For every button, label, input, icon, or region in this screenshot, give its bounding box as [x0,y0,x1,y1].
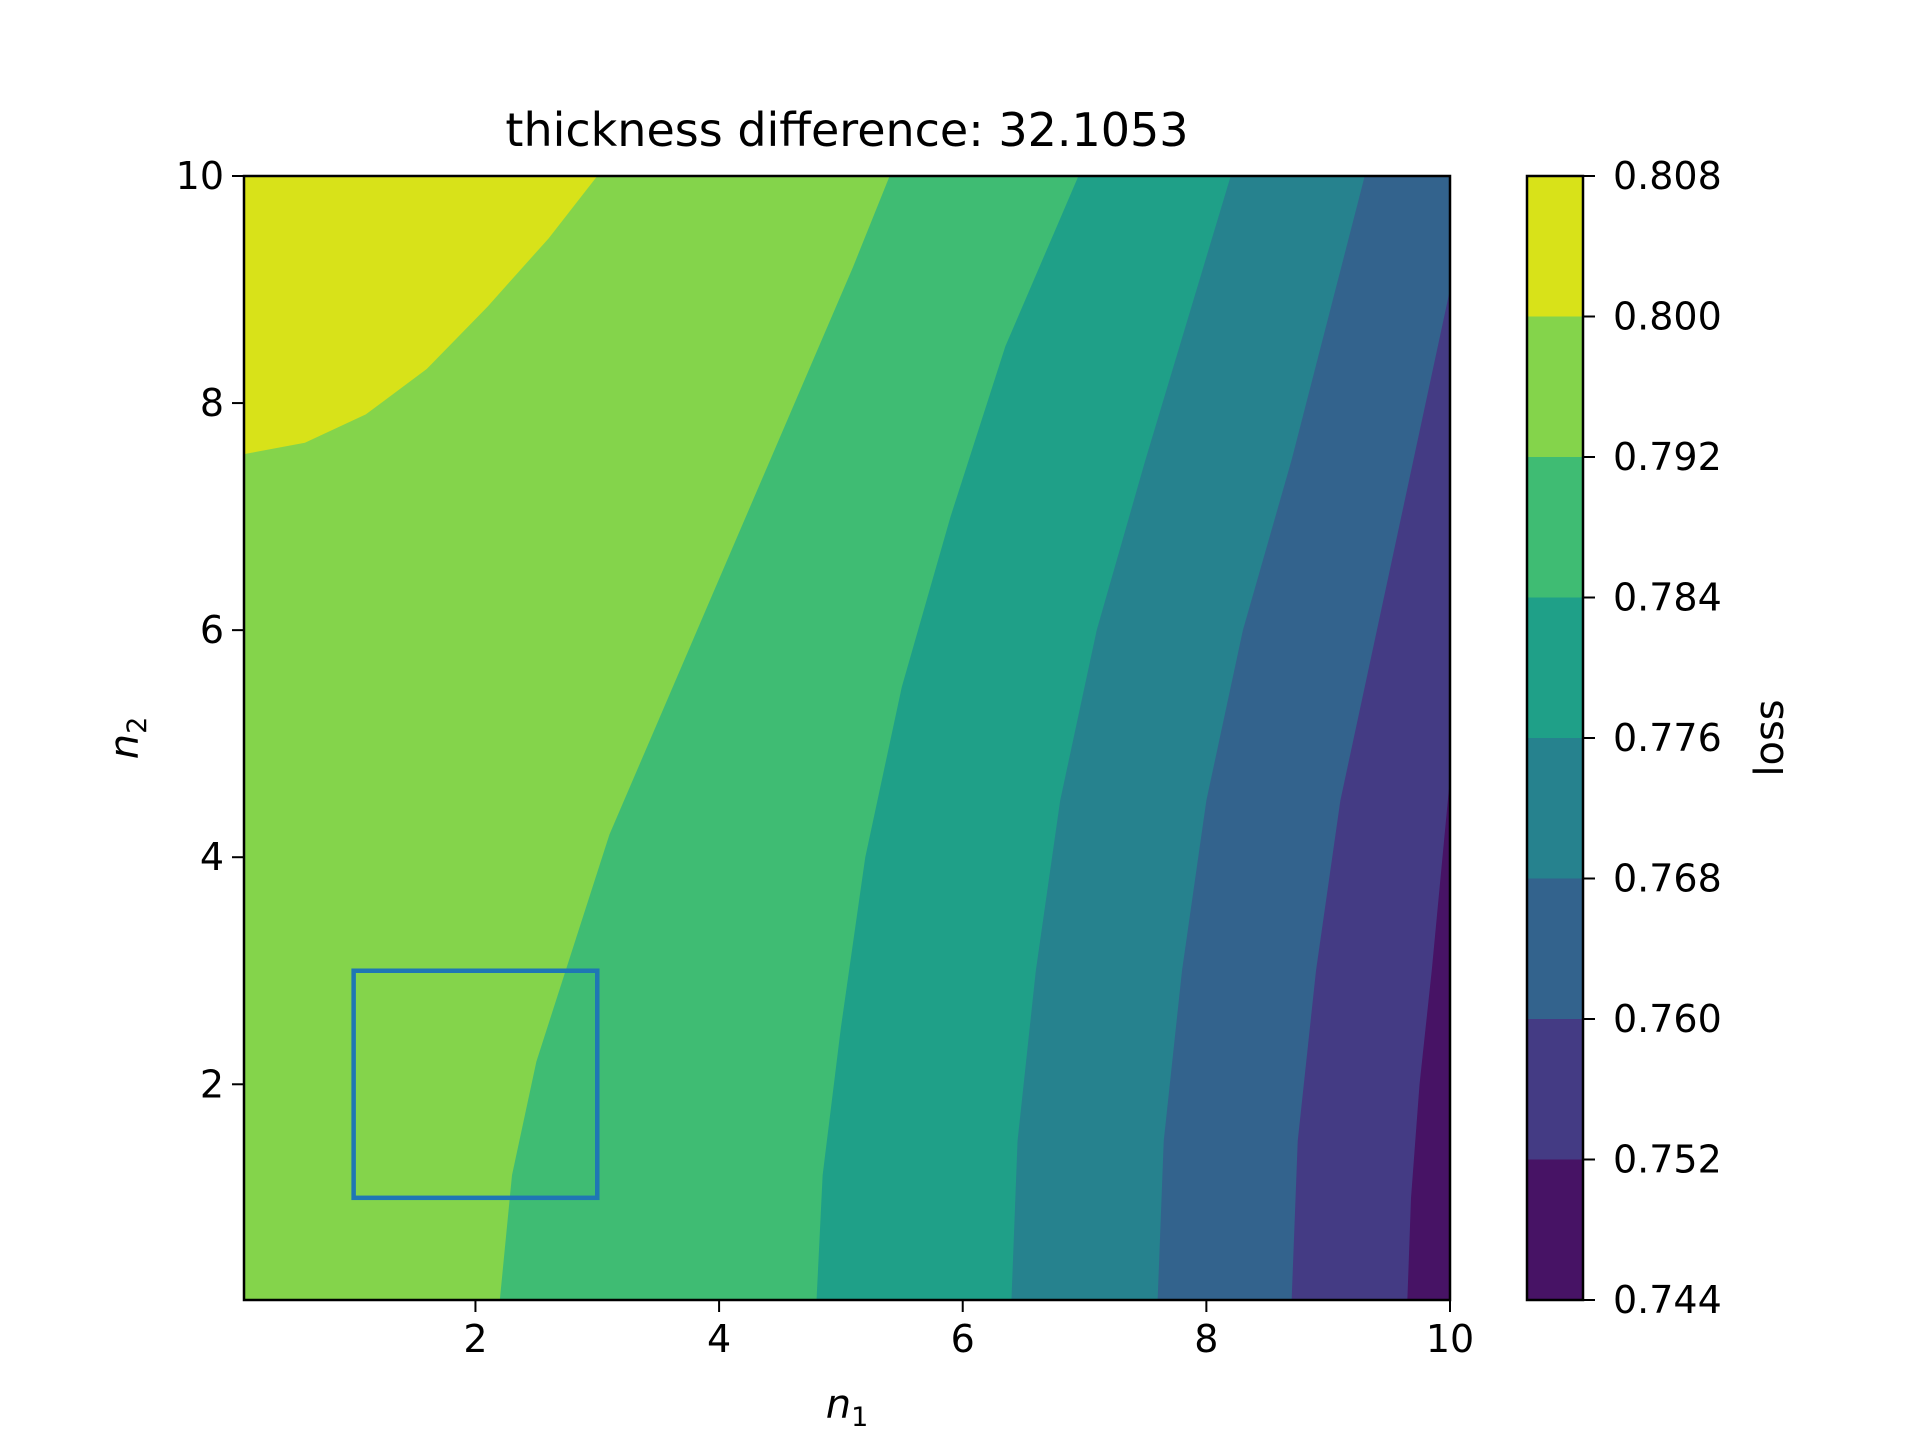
colorbar-tick-label: 0.768 [1613,857,1722,901]
colorbar-tick-label: 0.744 [1613,1278,1722,1322]
y-axis-label: n2 [102,717,153,760]
chart-title: thickness difference: 32.1053 [505,103,1188,157]
colorbar: 0.744 0.752 0.760 0.768 0.776 0.784 0.792 0.800… [1525,154,1722,1322]
colorbar-segment [1527,597,1583,738]
x-axis-ticks: 2 4 6 8 10 [463,1300,1474,1361]
y-axis-label-subscript: 2 [122,717,153,734]
colorbar-tick-label: 0.792 [1613,435,1722,479]
y-tick-label: 4 [200,835,224,879]
colorbar-tick-label: 0.752 [1613,1138,1722,1182]
x-axis-label-symbol: n [826,1382,851,1428]
y-axis-ticks: 2 4 6 8 10 [176,154,244,1106]
y-axis-label-symbol: n [102,734,148,759]
x-tick-label: 8 [1194,1317,1218,1361]
x-tick-label: 10 [1426,1317,1474,1361]
x-tick-label: 2 [463,1317,487,1361]
highlight-box [351,968,600,1201]
colorbar-label: loss [1747,699,1793,776]
y-tick-label: 8 [200,381,224,425]
x-tick-label: 4 [707,1317,731,1361]
x-axis-label-subscript: 1 [851,1402,868,1433]
colorbar-tick-label: 0.800 [1613,295,1722,339]
x-tick-label: 6 [951,1317,975,1361]
y-tick-label: 6 [200,608,224,652]
colorbar-segment [1527,316,1583,457]
colorbar-tick-label: 0.808 [1613,154,1722,198]
colorbar-segment [1527,738,1583,879]
colorbar-segment [1527,878,1583,1019]
colorbar-segment [1527,176,1583,317]
colorbar-segment [1527,1159,1583,1300]
colorbar-tick-label: 0.784 [1613,576,1722,620]
y-tick-label: 2 [200,1062,224,1106]
colorbar-segment [1527,1019,1583,1160]
y-tick-label: 10 [176,154,224,198]
x-axis-label: n1 [826,1382,869,1433]
colorbar-segment [1527,457,1583,598]
colorbar-tick-label: 0.776 [1613,716,1722,760]
contour-fills [244,176,1450,1300]
colorbar-tick-label: 0.760 [1613,997,1722,1041]
plot-frame [242,174,1452,1302]
annotation-layer [351,968,600,1201]
contour-region-0.760 [1291,289,1450,1300]
contour-region-0.752 [1407,777,1450,1300]
